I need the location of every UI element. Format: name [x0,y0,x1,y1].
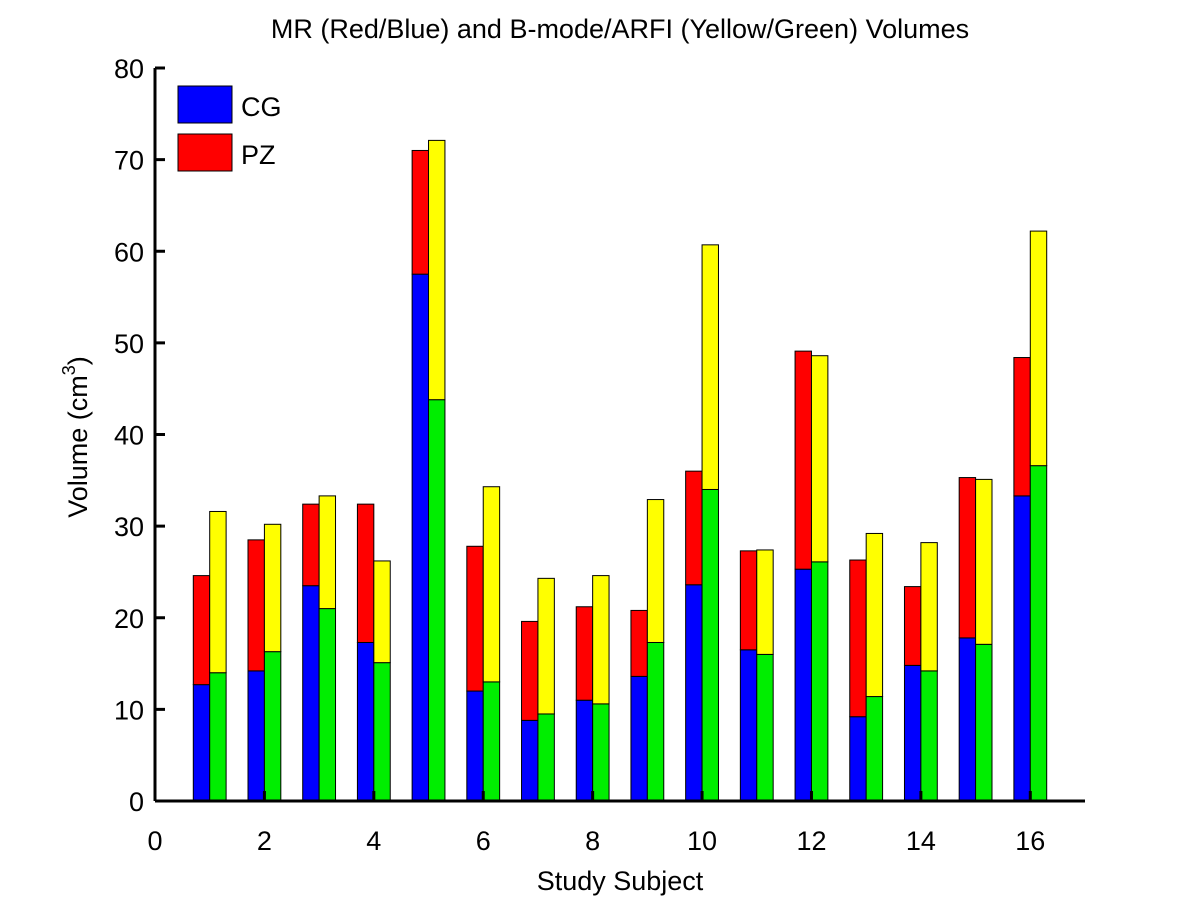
bar-subject-11-mr-pz [739,550,758,651]
bar-subject-5-mr-cg [411,273,430,802]
x-axis-label: Study Subject [537,866,704,896]
bar-subject-13-mr-cg [849,716,867,802]
bar-subject-4-b-mode-arfi-pz [373,560,391,664]
bar-subject-11-mr-cg [739,649,758,802]
bar-subject-3-mr-cg [302,585,320,802]
legend-label-pz: PZ [241,140,276,170]
bar-subject-7-b-mode-arfi-cg [537,713,555,802]
bar-subject-2-b-mode-arfi-cg [263,651,282,802]
bar-subject-3-b-mode-arfi-pz [318,495,337,610]
bar-subject-12-mr-pz [794,350,812,570]
ticks-layer: 0 2 4 6 8 10 12 14 16 0 10 20 30 40 50 60 70 80 [114,54,1045,856]
x-tick-label: 0 [147,826,162,856]
y-tick-label: 40 [114,421,144,451]
legend-swatch-cg [177,85,233,124]
bar-subject-6-mr-pz [466,545,484,692]
bar-subject-11-b-mode-arfi-cg [756,653,774,802]
bar-subject-14-b-mode-arfi-cg [920,670,938,802]
bar-subject-10-mr-cg [685,584,703,802]
bar-subject-2-b-mode-arfi-pz [263,523,282,653]
x-tick-label: 4 [366,826,381,856]
bar-subject-7-b-mode-arfi-pz [537,577,555,715]
bar-subject-8-b-mode-arfi-cg [592,703,610,802]
bar-subject-13-b-mode-arfi-cg [865,696,884,802]
bar-subject-9-b-mode-arfi-pz [646,499,665,643]
bar-subject-7-mr-cg [521,719,539,802]
chart-title: MR (Red/Blue) and B-mode/ARFI (Yellow/Gr… [271,14,969,44]
y-axis-label: Volume (cm3) [59,356,93,518]
bar-subject-15-b-mode-arfi-pz [975,478,993,645]
bar-subject-13-mr-pz [849,559,867,718]
axes-layer [153,68,1085,803]
bar-subject-6-b-mode-arfi-cg [482,681,501,802]
y-tick-label: 0 [129,787,144,817]
y-tick-label: 60 [114,237,144,267]
bar-subject-9-mr-pz [630,609,648,677]
bar-subject-1-b-mode-arfi-cg [209,672,227,802]
bar-subject-4-mr-cg [356,641,375,802]
x-tick-label: 14 [906,826,936,856]
bar-subject-15-mr-cg [958,637,977,802]
bar-subject-2-mr-pz [247,539,265,672]
bar-subject-1-mr-pz [192,575,211,686]
legend-label-cg: CG [241,92,282,122]
legend: CG PZ [177,85,282,172]
bars-layer [192,139,1048,802]
y-tick-label: 70 [114,146,144,176]
y-tick-label: 10 [114,695,144,725]
bar-subject-15-mr-pz [958,477,977,639]
bar-subject-10-b-mode-arfi-pz [701,244,719,490]
x-tick-label: 10 [687,826,717,856]
bar-subject-4-b-mode-arfi-cg [373,662,391,802]
bar-subject-7-mr-pz [521,620,539,721]
x-tick-label: 16 [1015,826,1045,856]
y-axis-label-superscript: 3 [59,365,79,375]
bar-subject-6-b-mode-arfi-pz [482,486,501,683]
bar-subject-12-mr-cg [794,568,812,802]
bar-subject-2-mr-cg [247,670,265,802]
bar-subject-14-mr-cg [903,664,922,802]
bar-subject-1-mr-cg [192,684,211,802]
y-axis-label-main: Volume (cm [63,375,93,518]
y-axis-label-close: ) [63,356,93,365]
x-tick-label: 6 [476,826,491,856]
bar-subject-16-mr-pz [1013,357,1031,497]
x-tick-label: 8 [585,826,600,856]
bar-subject-6-mr-cg [466,690,484,802]
bar-subject-5-b-mode-arfi-cg [428,399,446,802]
bar-subject-8-mr-pz [575,606,594,701]
bar-subject-12-b-mode-arfi-cg [810,561,829,802]
bar-subject-16-b-mode-arfi-cg [1029,465,1048,802]
x-tick-label: 2 [257,826,272,856]
bar-subject-13-b-mode-arfi-pz [865,532,884,698]
y-tick-label: 80 [114,54,144,84]
bar-subject-14-mr-pz [903,586,922,666]
bar-subject-11-b-mode-arfi-pz [756,549,774,655]
bar-subject-1-b-mode-arfi-pz [209,510,227,674]
bar-subject-3-mr-pz [302,503,320,587]
bar-subject-10-b-mode-arfi-cg [701,488,719,802]
bar-subject-12-b-mode-arfi-pz [810,355,829,563]
bar-subject-8-mr-cg [575,699,594,802]
y-tick-label: 50 [114,329,144,359]
y-tick-label: 30 [114,512,144,542]
y-tick-label: 20 [114,604,144,634]
bar-subject-8-b-mode-arfi-pz [592,575,610,705]
bar-subject-3-b-mode-arfi-cg [318,608,337,802]
bar-subject-15-b-mode-arfi-cg [975,643,993,802]
legend-swatch-pz [177,133,233,172]
bar-subject-9-mr-cg [630,675,648,802]
bar-subject-4-mr-pz [356,503,375,643]
bar-subject-9-b-mode-arfi-cg [646,641,665,802]
bar-subject-5-mr-pz [411,149,430,275]
bar-subject-14-b-mode-arfi-pz [920,542,938,672]
bar-subject-10-mr-pz [685,470,703,586]
bar-subject-16-b-mode-arfi-pz [1029,230,1048,467]
x-tick-label: 12 [796,826,826,856]
bar-subject-5-b-mode-arfi-pz [428,139,446,401]
bar-subject-16-mr-cg [1013,495,1031,802]
